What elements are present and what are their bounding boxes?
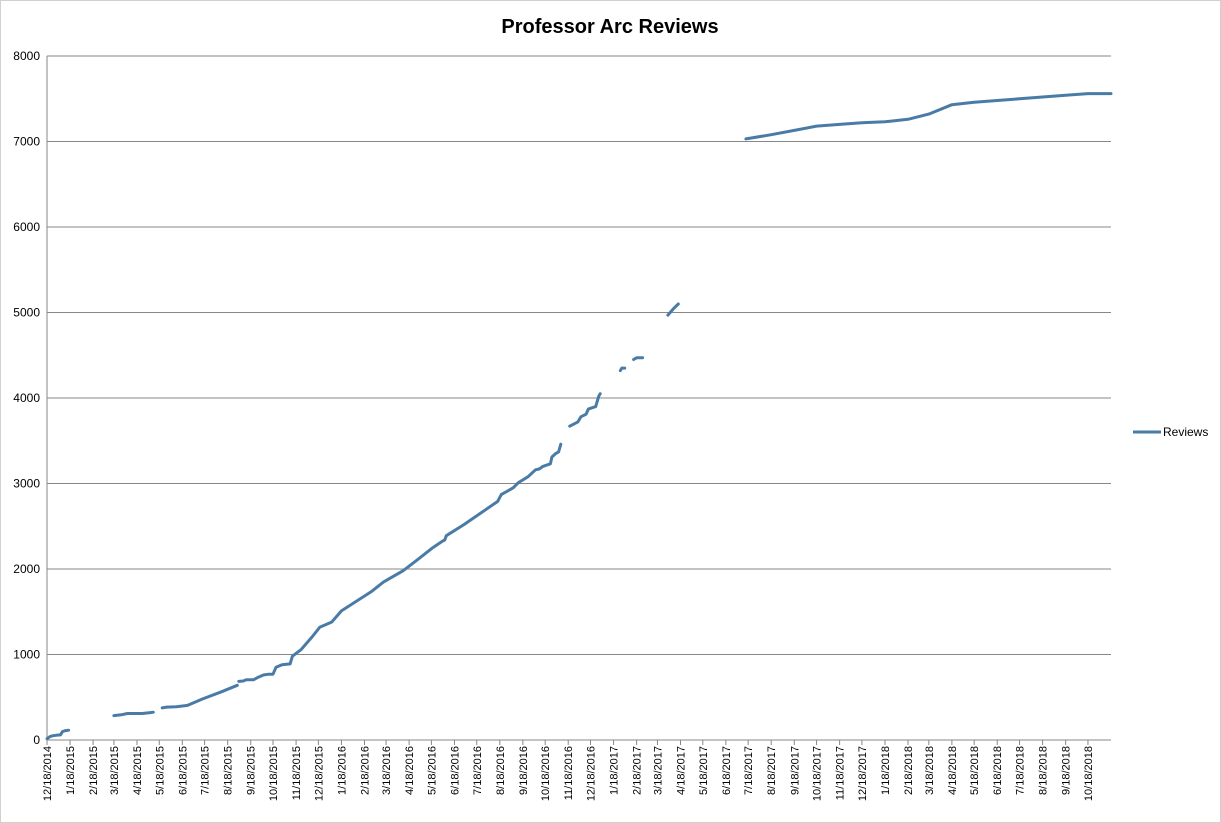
series-line-segment: [112, 710, 155, 718]
x-tick-label: 6/18/2018: [992, 746, 1004, 795]
x-tick-label: 1/18/2015: [65, 746, 77, 795]
series-line-segment: [666, 302, 680, 317]
x-tick-label: 3/18/2016: [381, 746, 393, 795]
x-tick-label: 7/18/2017: [743, 746, 755, 795]
x-tick-label: 3/18/2018: [924, 746, 936, 795]
x-tick-label: 2/18/2017: [632, 746, 644, 795]
y-tick-labels: 0 1000 2000 3000 4000 5000 6000 7000 8000: [13, 49, 40, 747]
x-tick-label: 7/18/2015: [200, 746, 212, 795]
legend: Reviews: [1133, 425, 1208, 439]
x-tick-label: 12/18/2016: [586, 746, 598, 801]
x-tick-label: 2/18/2015: [88, 746, 100, 795]
axes: [46, 56, 1111, 745]
x-tick-label: 8/18/2017: [766, 746, 778, 795]
y-tick-label: 2000: [13, 562, 40, 576]
x-tick-label: 1/18/2018: [880, 746, 892, 795]
series-line-segment: [237, 442, 563, 683]
x-tick-label: 3/18/2017: [652, 746, 664, 795]
series-line-segment: [45, 728, 71, 741]
x-tick-label: 8/18/2018: [1038, 746, 1050, 795]
x-tick-label: 1/18/2016: [336, 746, 348, 795]
x-tick-label: 9/18/2016: [518, 746, 530, 795]
chart-title: Professor Arc Reviews: [501, 16, 718, 38]
x-tick-label: 6/18/2015: [177, 746, 189, 795]
y-tick-label: 1000: [13, 648, 40, 662]
series-line-segment: [568, 392, 602, 428]
x-tick-label: 11/18/2017: [835, 746, 847, 800]
x-tick-label: 10/18/2015: [268, 746, 280, 801]
x-tick-label: 5/18/2015: [154, 746, 166, 795]
x-tick-label: 10/18/2017: [812, 746, 824, 801]
x-tick-label: 4/18/2016: [404, 746, 416, 795]
y-tick-label: 3000: [13, 477, 40, 491]
x-tick-label: 5/18/2017: [698, 746, 710, 795]
y-tick-label: 4000: [13, 391, 40, 405]
x-tick-label: 8/18/2016: [495, 746, 507, 795]
x-tick-label: 9/18/2018: [1061, 746, 1073, 795]
legend-label: Reviews: [1163, 425, 1208, 439]
x-tick-label: 1/18/2017: [609, 746, 621, 795]
x-tick-label: 4/18/2017: [675, 746, 687, 795]
y-tick-label: 8000: [13, 49, 40, 63]
x-tick-label: 2/18/2018: [903, 746, 915, 795]
x-tick-label: 7/18/2018: [1015, 746, 1027, 795]
series-lines: [45, 92, 1113, 741]
x-tick-label: 6/18/2017: [721, 746, 733, 795]
x-tick-label: 11/18/2016: [563, 746, 575, 800]
grid-lines: [47, 55, 1111, 655]
x-tick-label: 12/18/2014: [42, 746, 54, 801]
x-tick-label: 12/18/2017: [857, 746, 869, 801]
series-line-segment: [744, 92, 1113, 141]
x-tick-label: 7/18/2016: [472, 746, 484, 795]
y-tick-label: 6000: [13, 220, 40, 234]
y-tick-label: 7000: [13, 135, 40, 149]
y-tick-label: 5000: [13, 306, 40, 320]
x-tick-label: 3/18/2015: [109, 746, 121, 795]
series-line-segment: [160, 683, 239, 710]
x-tick-label: 10/18/2016: [540, 746, 552, 801]
x-tick-label: 10/18/2018: [1083, 746, 1095, 801]
series-line-segment: [632, 356, 645, 361]
series-line-segment: [618, 366, 627, 373]
y-tick-label: 0: [33, 733, 40, 747]
x-tick-label: 4/18/2015: [132, 746, 144, 795]
x-tick-label: 9/18/2017: [789, 746, 801, 795]
x-tick-label: 2/18/2016: [359, 746, 371, 795]
x-tick-labels: 12/18/2014 1/18/2015 2/18/2015 3/18/2015 4/1…: [42, 746, 1095, 801]
x-tick-label: 12/18/2015: [313, 746, 325, 801]
x-tick-label: 11/18/2015: [291, 746, 303, 800]
x-tick-label: 6/18/2016: [449, 746, 461, 795]
x-tick-label: 8/18/2015: [223, 746, 235, 795]
x-tick-label: 5/18/2016: [426, 746, 438, 795]
x-tick-label: 4/18/2018: [947, 746, 959, 795]
x-tick-label: 9/18/2015: [246, 746, 258, 795]
x-tick-label: 5/18/2018: [969, 746, 981, 795]
